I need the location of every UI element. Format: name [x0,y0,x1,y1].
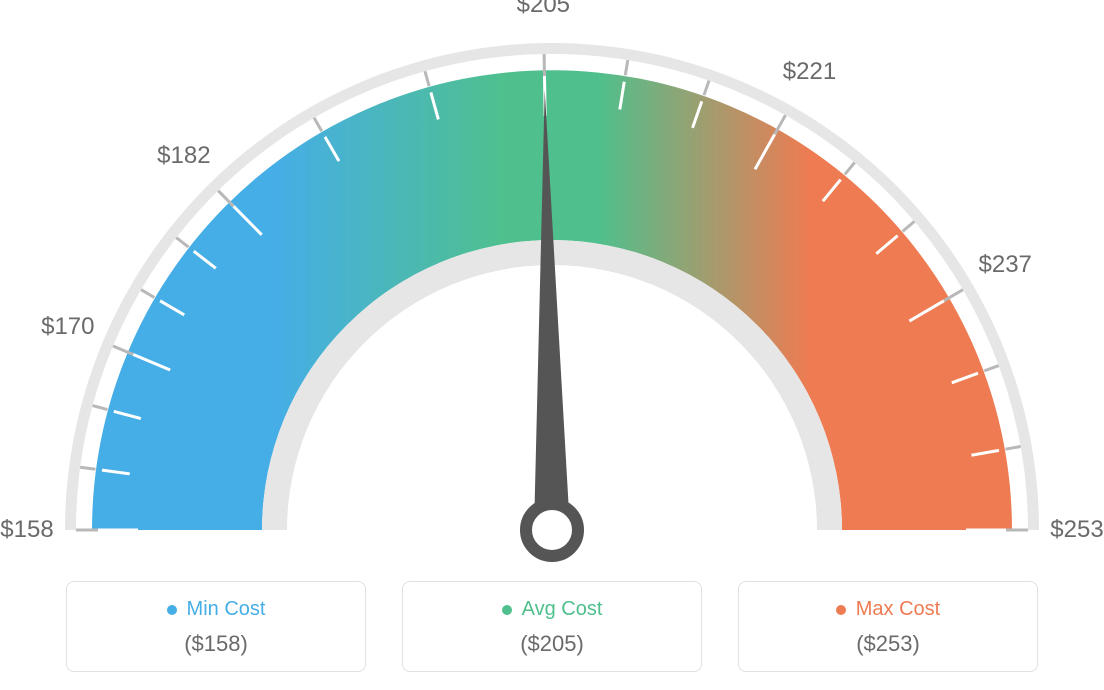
gauge-tick-label: $158 [0,516,53,544]
legend-label-max: Max Cost [856,598,940,621]
legend-dot-max [836,605,846,615]
legend-card-avg: Avg Cost ($205) [402,581,702,672]
gauge-tick-label: $253 [1050,516,1103,544]
legend-title-avg: Avg Cost [502,598,603,621]
legend-title-max: Max Cost [836,598,940,621]
legend-row: Min Cost ($158) Avg Cost ($205) Max Cost… [0,581,1104,672]
gauge-svg [0,0,1104,580]
legend-label-avg: Avg Cost [522,598,603,621]
gauge-tick-label: $237 [979,251,1032,279]
legend-card-max: Max Cost ($253) [738,581,1038,672]
legend-label-min: Min Cost [187,598,266,621]
gauge-container: $158 $170 $182 $205 $221 $237 $253 [0,0,1104,560]
legend-card-min: Min Cost ($158) [66,581,366,672]
legend-dot-min [167,605,177,615]
legend-value-max: ($253) [757,631,1019,657]
legend-value-avg: ($205) [421,631,683,657]
legend-value-min: ($158) [85,631,347,657]
legend-title-min: Min Cost [167,598,266,621]
gauge-tick-label: $221 [783,58,836,86]
gauge-tick-label: $170 [41,313,94,341]
gauge-tick-label: $182 [157,142,210,170]
gauge-tick-label: $205 [517,0,570,19]
legend-dot-avg [502,605,512,615]
